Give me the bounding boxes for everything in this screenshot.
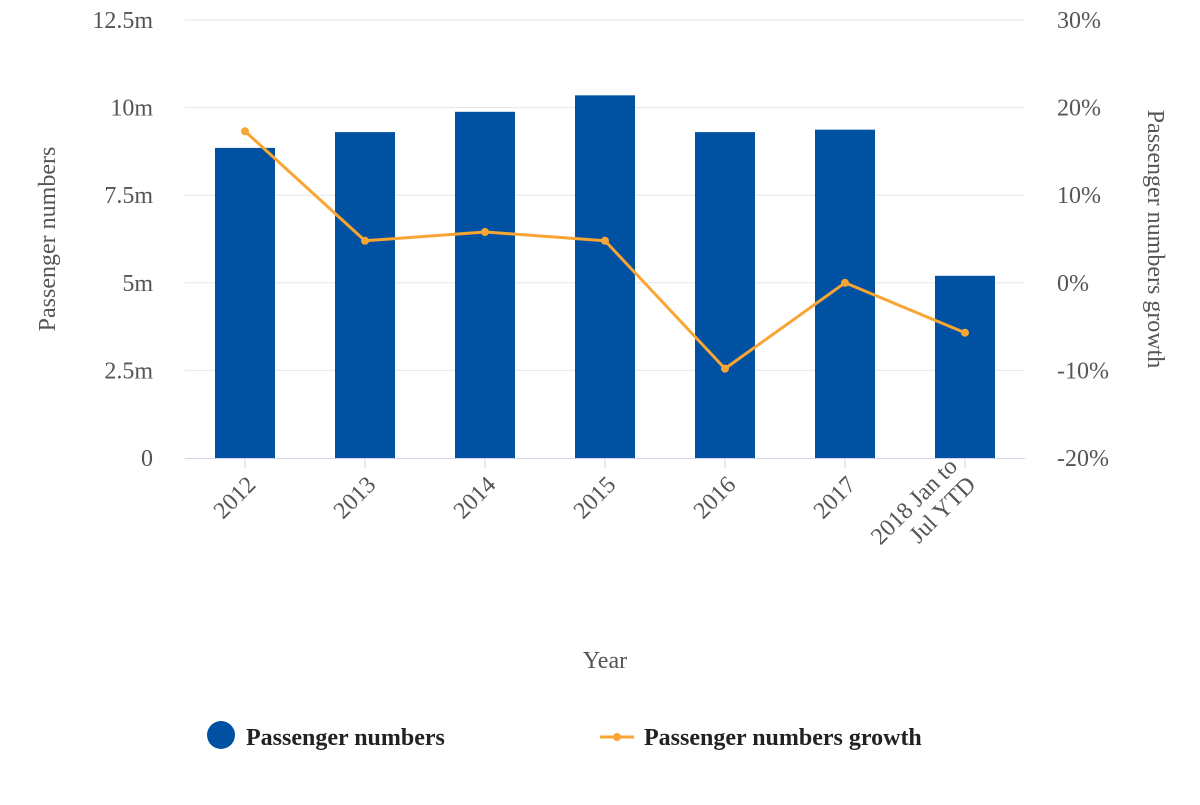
y-left-tick-label: 2.5m: [104, 358, 153, 384]
growth-point[interactable]: [361, 236, 369, 245]
growth-point[interactable]: [601, 236, 609, 245]
legend-item-passenger-numbers[interactable]: Passenger numbers: [207, 721, 445, 751]
y-left-tick-label: 12.5m: [92, 8, 153, 34]
line-series: [241, 127, 969, 373]
x-tick-label-line: 2017: [809, 472, 861, 524]
bar[interactable]: [695, 132, 755, 459]
x-tick-label: 2015: [569, 472, 621, 524]
legend[interactable]: Passenger numbers Passenger numbers growt…: [207, 721, 922, 751]
y-left-axis-title: Passenger numbers: [35, 147, 61, 332]
x-tick-label-line: 2012: [209, 472, 261, 524]
x-tick-label: 2012: [209, 472, 261, 524]
y-left-tick-label: 0: [141, 446, 153, 472]
bar[interactable]: [455, 111, 515, 458]
bar[interactable]: [335, 132, 395, 459]
x-axis-title: Year: [583, 648, 627, 674]
growth-point[interactable]: [721, 364, 729, 373]
y-right-tick-label: 30%: [1057, 8, 1101, 34]
y-right-tick-label: -20%: [1057, 446, 1109, 472]
legend-label: Passenger numbers growth: [644, 725, 922, 751]
bar[interactable]: [815, 129, 875, 458]
x-tick-label-line: 2013: [329, 472, 381, 524]
y-right-tick-label: -10%: [1057, 358, 1109, 384]
bar-series: [215, 95, 995, 459]
x-tick-label: 2018 Jan toJul YTD: [866, 453, 981, 568]
bar[interactable]: [935, 275, 995, 458]
x-tick-label: 2014: [449, 472, 501, 524]
x-tick-label-line: 2016: [689, 472, 741, 524]
axes: [185, 458, 1025, 468]
y-right-axis-title: Passenger numbers growth: [1142, 110, 1168, 369]
growth-point[interactable]: [961, 328, 969, 337]
legend-bar-symbol: [207, 721, 235, 749]
y-left-tick-label: 10m: [110, 96, 153, 122]
growth-point[interactable]: [241, 127, 249, 136]
growth-point[interactable]: [841, 278, 849, 287]
y-left-tick-label: 7.5m: [104, 183, 153, 209]
x-tick-label: 2016: [689, 472, 741, 524]
legend-label: Passenger numbers: [246, 725, 445, 751]
x-tick-label-line: 2015: [569, 472, 621, 524]
y-right-tick-label: 10%: [1057, 183, 1101, 209]
y-left-tick-label: 5m: [122, 271, 153, 297]
growth-point[interactable]: [481, 227, 489, 236]
x-tick-label: 2013: [329, 472, 381, 524]
bar[interactable]: [215, 147, 275, 458]
x-tick-label: 2017: [809, 472, 861, 524]
y-right-tick-label: 20%: [1057, 96, 1101, 122]
y-right-tick-label: 0%: [1057, 271, 1089, 297]
bar[interactable]: [575, 95, 635, 458]
x-tick-label-line: 2014: [449, 472, 501, 524]
legend-line-marker: [613, 733, 621, 741]
legend-item-passenger-numbers-growth[interactable]: Passenger numbers growth: [600, 725, 922, 751]
